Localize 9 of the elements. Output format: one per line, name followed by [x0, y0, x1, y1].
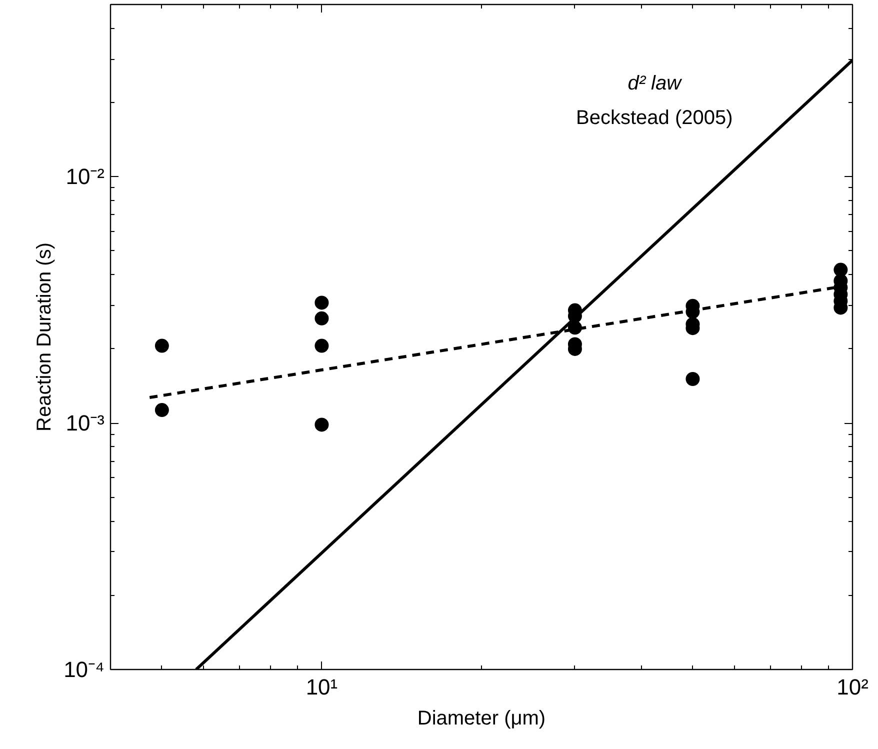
annotation: d² law: [628, 72, 683, 95]
y-axis-title: Reaction Duration (s): [34, 242, 56, 432]
y-tick-label: 10⁻²: [66, 164, 104, 190]
x-tick-label: 10¹: [306, 674, 338, 700]
annotation: Beckstead (2005): [576, 107, 733, 130]
x-axis-title: Diameter (μm): [417, 708, 546, 730]
y-tick-label: 10⁻³: [66, 410, 104, 436]
x-tick-label: 10²: [836, 674, 868, 700]
y-tick-label: 10⁻⁴: [64, 657, 105, 682]
